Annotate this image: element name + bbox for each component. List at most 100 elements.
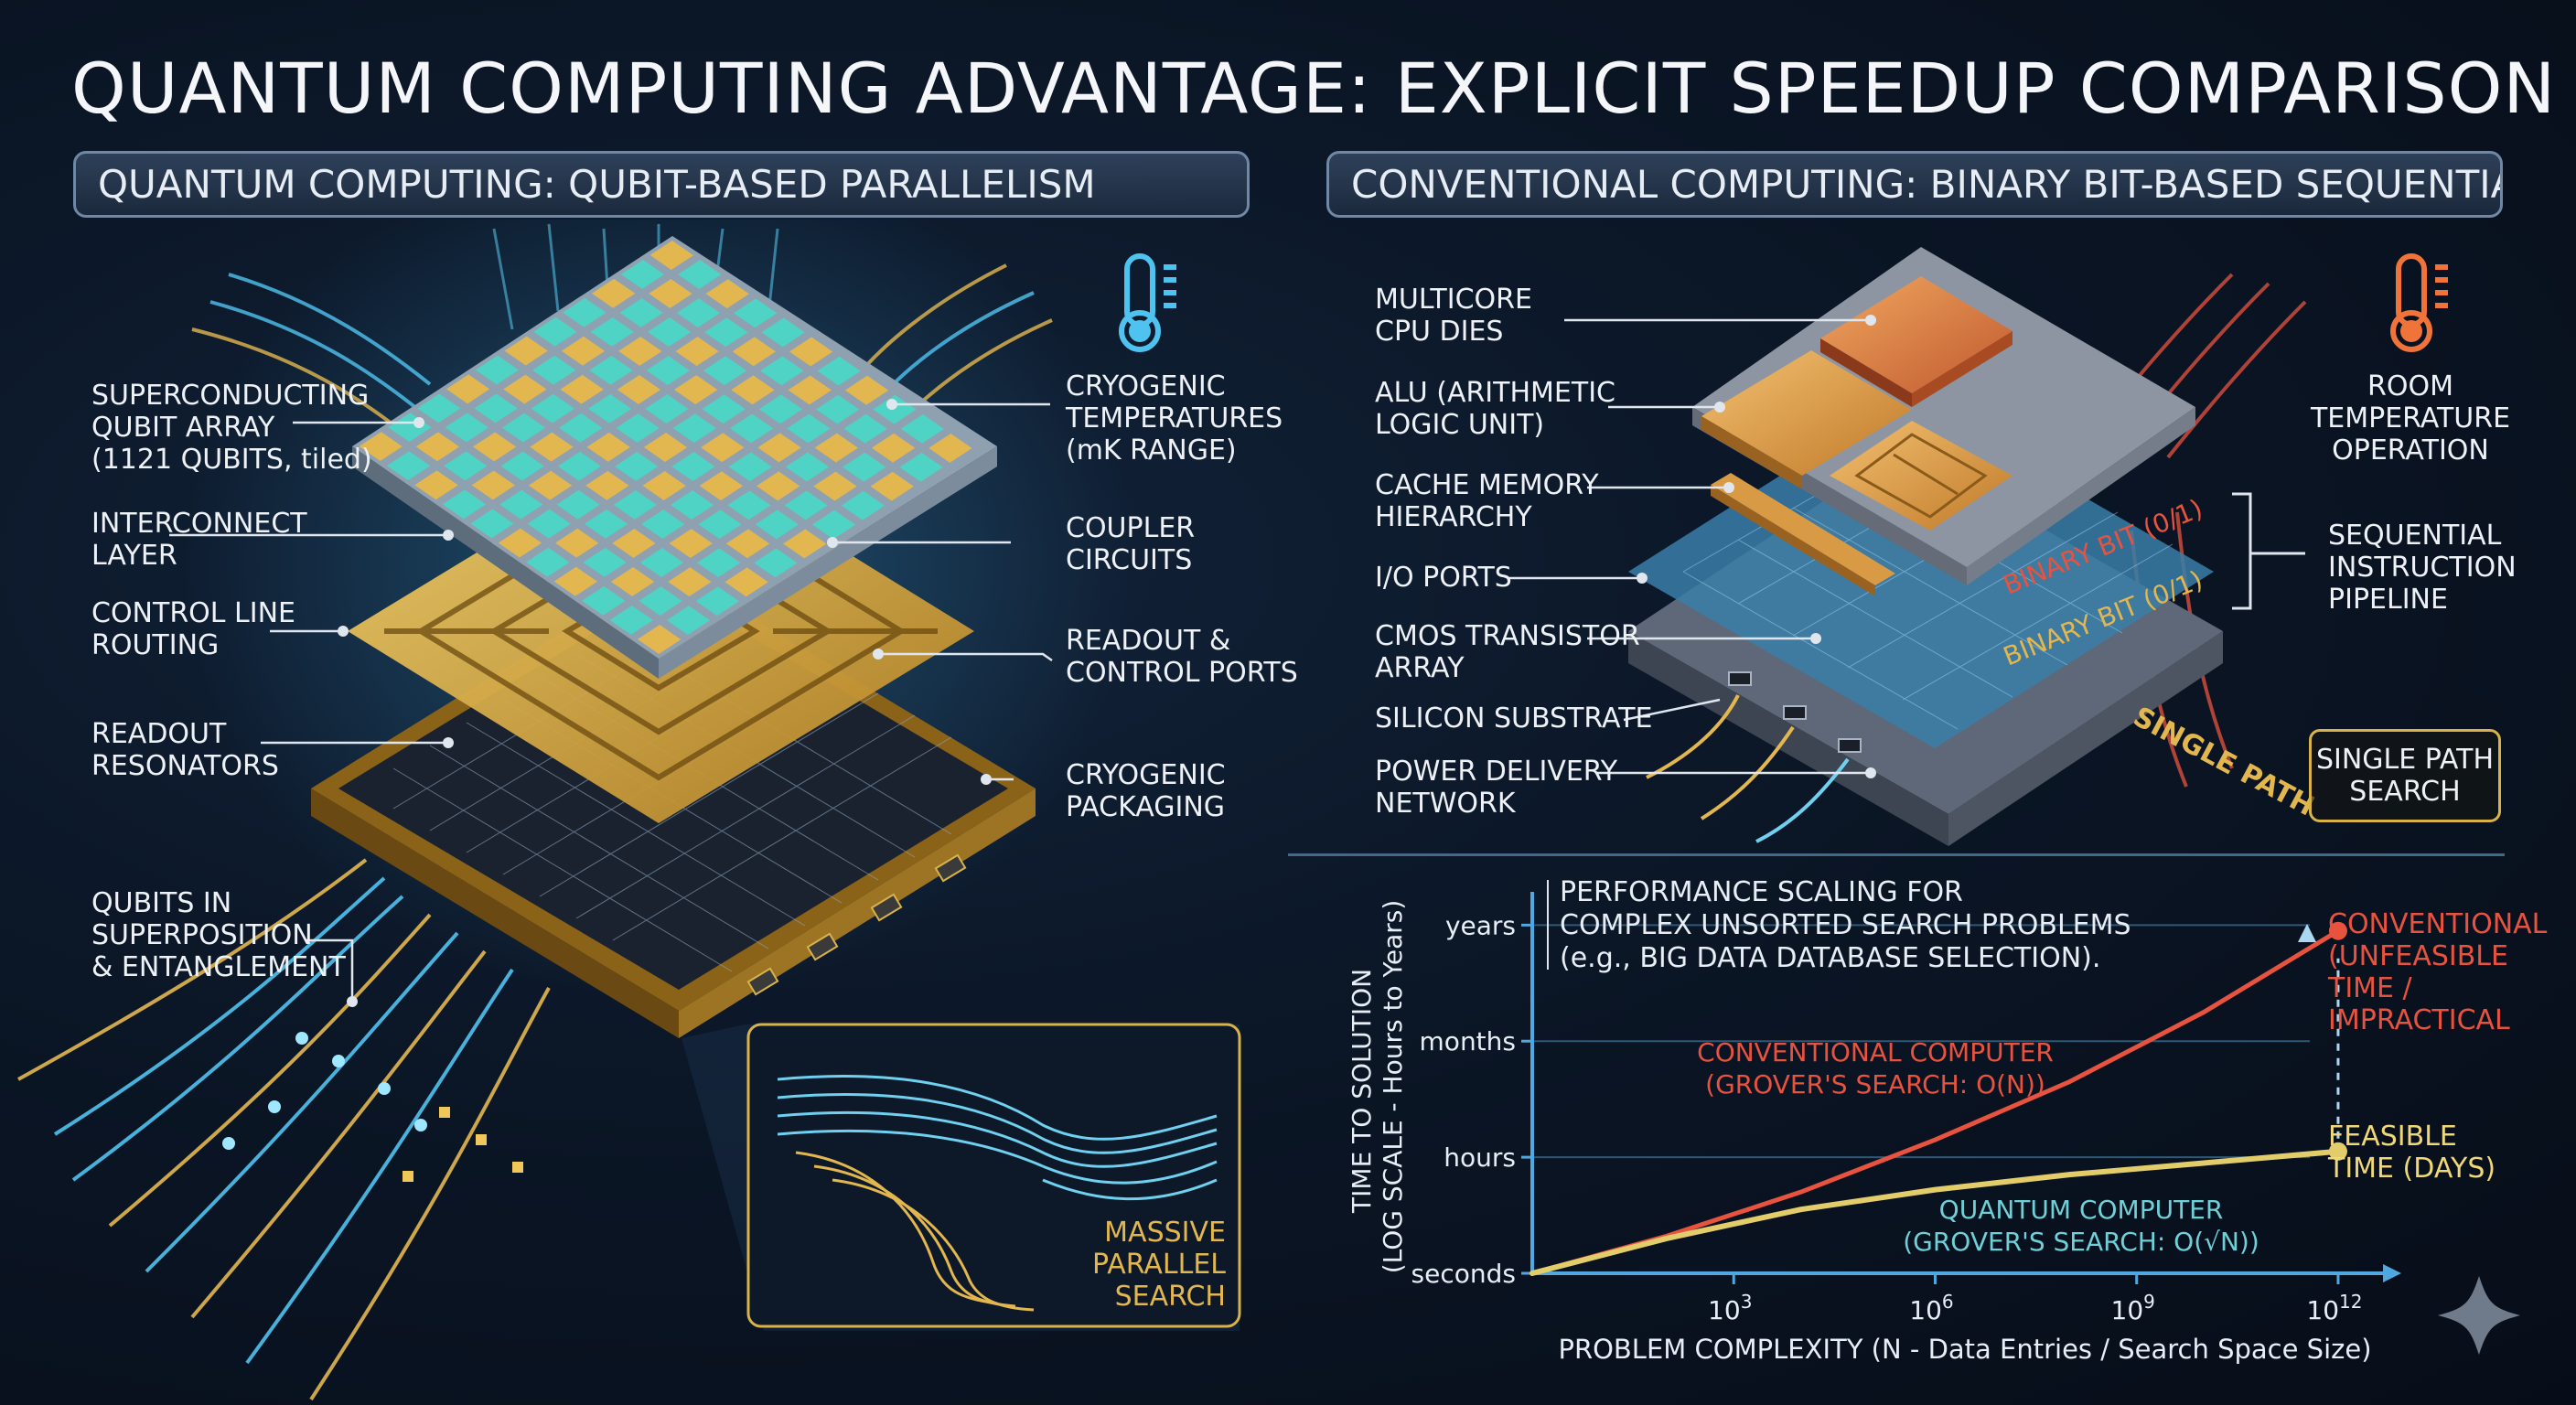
- qubit-cell: [758, 394, 803, 424]
- qubit-cell: [695, 586, 739, 617]
- conventional-end-point: [2328, 921, 2347, 940]
- qubit-cell: [785, 452, 830, 482]
- conventional-end-annotation: CONVENTIONAL (UNFEASIBLE TIME / IMPRACTICA…: [2327, 908, 2548, 1036]
- cpu-chip-illustration: BINARY BIT (0/1) BINARY BIT (0/1) SINGLE…: [1509, 247, 2448, 846]
- qubit-cell: [386, 451, 431, 481]
- sequential-bracket: [2232, 492, 2252, 610]
- quantum-leader-dots: [338, 399, 992, 1007]
- y-tick-label: years: [1445, 910, 1516, 940]
- qubit-cell: [760, 356, 804, 386]
- qubit-cell: [560, 374, 604, 404]
- qubit-cell: [620, 259, 665, 289]
- qubit-cell: [500, 451, 544, 481]
- qubit-cell: [674, 375, 718, 405]
- quantum-panel-header: QUANTUM COMPUTING: QUBIT-BASED PARALLELI…: [73, 151, 1250, 218]
- qubit-cell: [814, 433, 858, 463]
- qubit-cell: [618, 336, 662, 366]
- label-readout-control-ports: READOUT & CONTROL PORTS: [1066, 625, 1298, 689]
- qubit-cell: [555, 528, 599, 558]
- qubit-cell: [501, 413, 546, 443]
- qubit-cell: [754, 548, 798, 578]
- qubit-cell: [615, 451, 659, 481]
- qubit-cell: [873, 394, 917, 424]
- cpu-die: [1820, 276, 2012, 393]
- label-cryogenic-packaging: CRYOGENIC PACKAGING: [1066, 759, 1226, 823]
- qubit-cell: [844, 375, 889, 405]
- qubit-cell: [784, 490, 828, 520]
- qubit-cell: [587, 393, 632, 424]
- qubit-cell: [645, 394, 689, 424]
- chart-title: PERFORMANCE SCALING FOR COMPLEX UNSORTED…: [1560, 876, 2140, 974]
- performance-chart: seconds hours months years 103 106 109 1012 TIM…: [1347, 876, 2548, 1365]
- qubit-cell: [811, 509, 856, 540]
- qubit-cell: [359, 432, 402, 462]
- qubit-cell: [702, 394, 746, 424]
- qubit-cell: [442, 489, 487, 520]
- qubit-cell: [698, 509, 742, 540]
- qubit-cell: [417, 393, 461, 424]
- qubit-grid: [359, 241, 972, 654]
- qubit-cell: [816, 394, 860, 424]
- qubit-cell: [729, 413, 774, 444]
- qubit-cell: [704, 317, 748, 348]
- label-room-temperature: ROOM TEMPERATURE OPERATION: [2310, 370, 2511, 467]
- qubit-cell: [669, 529, 713, 559]
- qubit-cell: [639, 586, 682, 616]
- qubit-cell: [585, 470, 629, 500]
- qubit-cell: [728, 452, 772, 482]
- qubit-cell: [561, 336, 606, 366]
- qubit-cell: [527, 509, 571, 539]
- chart-gridlines: [1532, 924, 2310, 1159]
- qubit-cell: [843, 413, 887, 444]
- qubit-cell: [499, 489, 543, 520]
- quantum-end-annotation: FEASIBLE TIME (DAYS): [2327, 1121, 2496, 1185]
- qubit-cell: [900, 413, 945, 444]
- qubit-cell: [871, 433, 916, 463]
- label-silicon-substrate: SILICON SUBSTRATE: [1375, 702, 1653, 735]
- single-path-label: SINGLE PATH: [2128, 701, 2319, 822]
- label-coupler-circuits: COUPLER CIRCUITS: [1066, 512, 1196, 576]
- qubit-cell: [617, 374, 661, 404]
- qubit-array-layer: [352, 236, 997, 679]
- qubit-cell: [697, 548, 741, 578]
- qubit-cell: [528, 470, 573, 500]
- qubit-cell: [609, 605, 653, 635]
- qubit-cell: [470, 509, 514, 539]
- qubit-cell: [675, 337, 719, 367]
- qubit-cell: [612, 528, 656, 558]
- x-tick-label: 103: [1708, 1291, 1752, 1325]
- qubit-cell: [705, 279, 749, 309]
- qubit-cell: [699, 471, 744, 501]
- cpu-leader-lines: [1509, 318, 1871, 775]
- qubit-cell: [649, 279, 692, 308]
- qubit-cell: [642, 471, 686, 500]
- qubit-cell: [619, 297, 663, 327]
- label-io-ports: I/O PORTS: [1375, 562, 1512, 594]
- qubit-cell: [670, 490, 714, 520]
- qubit-cell: [445, 413, 488, 443]
- alu-block-right: [1830, 421, 2012, 531]
- qubit-cell: [731, 375, 775, 405]
- single-path-search-box: SINGLE PATH SEARCH: [2309, 729, 2501, 822]
- qubit-cell: [789, 337, 833, 367]
- qubit-cell: [553, 566, 597, 596]
- qubit-cell: [672, 413, 716, 444]
- io-port-slots: [1728, 671, 1862, 753]
- chart-series: [1530, 921, 2347, 1276]
- qubit-cell: [725, 529, 770, 559]
- qubit-cell: [788, 375, 832, 405]
- qubit-cell: [592, 278, 636, 308]
- cache-bar: [1711, 473, 1895, 585]
- main-title: QUANTUM COMPUTING ADVANTAGE: EXPLICIT SP…: [71, 48, 2557, 129]
- qubit-cell: [641, 509, 685, 539]
- x-tick-label: 1012: [2306, 1291, 2362, 1325]
- qubit-cell: [678, 260, 722, 290]
- qubit-cell: [727, 490, 771, 520]
- qubit-cell: [757, 433, 801, 463]
- qubit-cell: [813, 471, 857, 501]
- qubit-cell: [724, 567, 768, 597]
- qubit-cell: [761, 317, 805, 348]
- conventional-panel-header: CONVENTIONAL COMPUTING: BINARY BIT-BASED…: [1326, 151, 2503, 218]
- qubit-cell: [533, 316, 577, 347]
- quantum-chip-illustration: [17, 220, 1241, 1401]
